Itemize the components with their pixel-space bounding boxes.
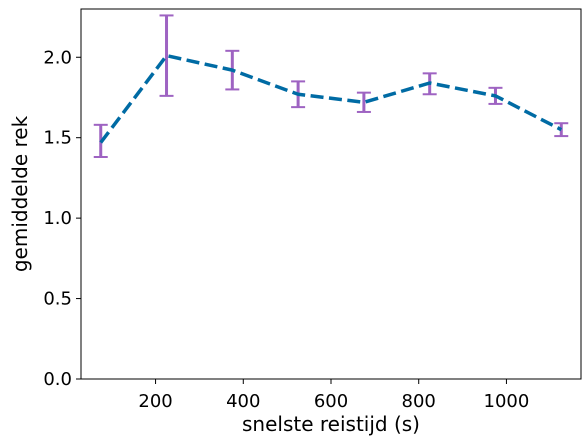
y-axis-label: gemiddelde rek <box>8 115 32 272</box>
error-bars <box>93 14 569 158</box>
series-group <box>99 53 563 144</box>
x-tick-label: 600 <box>314 391 348 412</box>
y-tick-label: 1.5 <box>43 128 72 149</box>
y-tick-label: 2.0 <box>43 47 72 68</box>
x-tick-label: 800 <box>402 391 436 412</box>
plot-frame <box>80 8 582 380</box>
error-bar <box>159 14 174 97</box>
y-tick-label: 0.5 <box>43 289 72 310</box>
x-tick-label: 400 <box>226 391 260 412</box>
x-tick-label: 200 <box>138 391 172 412</box>
x-tick-label: 1000 <box>484 391 530 412</box>
error-bar <box>356 91 371 113</box>
x-axis-label: snelste reistijd (s) <box>242 412 420 436</box>
y-axis-ticks: 0.0 0.5 1.0 1.5 2.0 <box>43 47 81 390</box>
series-line <box>99 53 563 144</box>
x-axis-ticks: 200 400 600 800 1000 <box>138 379 529 412</box>
y-tick-label: 0.0 <box>43 369 72 390</box>
y-tick-label: 1.0 <box>43 208 72 229</box>
